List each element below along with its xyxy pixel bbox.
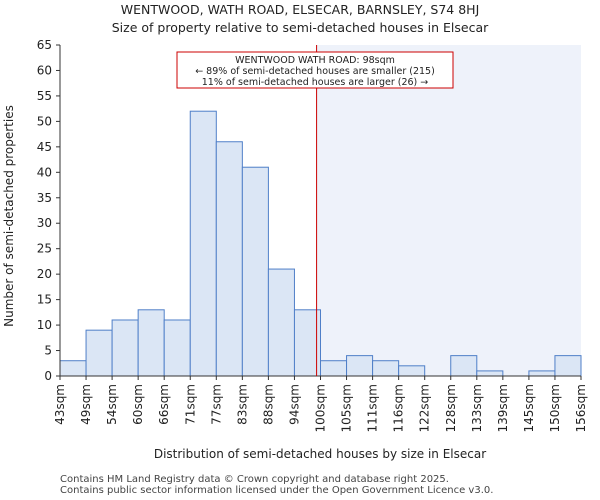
bar-133sqm (476, 370, 504, 377)
x-tick-label: 139sqm (496, 384, 510, 432)
x-tick-label: 105sqm (340, 384, 354, 432)
x-tick-label: 77sqm (209, 384, 223, 425)
x-tick-label: 150sqm (548, 384, 562, 432)
larger-region-shade (316, 45, 581, 376)
x-tick-label: 88sqm (261, 384, 275, 425)
x-tick-label: 49sqm (79, 384, 93, 425)
bar-88sqm (267, 268, 295, 377)
bar-100sqm (320, 360, 348, 377)
x-tick-label: 111sqm (366, 384, 380, 432)
y-tick-label: 10 (37, 318, 52, 332)
y-tick-label: 50 (37, 114, 52, 128)
x-tick-label: 60sqm (131, 384, 145, 425)
bar-111sqm (372, 360, 400, 377)
y-tick-label: 55 (37, 89, 52, 103)
annotation-line: 11% of semi-detached houses are larger (… (202, 77, 429, 88)
y-tick-label: 30 (37, 216, 52, 230)
bar-43sqm (59, 360, 87, 377)
bar-145sqm (528, 370, 556, 377)
x-tick-label: 128sqm (444, 384, 458, 432)
bar-54sqm (111, 319, 139, 377)
bar-128sqm (450, 355, 478, 377)
y-tick-label: 40 (37, 165, 52, 179)
bar-71sqm (189, 110, 217, 377)
y-tick-label: 25 (37, 242, 52, 256)
x-tick-label: 122sqm (418, 384, 432, 432)
x-tick-label: 54sqm (105, 384, 119, 425)
y-tick-label: 20 (37, 267, 52, 281)
annotation-line: WENTWOOD WATH ROAD: 98sqm (235, 55, 395, 66)
annotation-line: ← 89% of semi-detached houses are smalle… (195, 66, 435, 77)
x-tick-label: 133sqm (470, 384, 484, 432)
x-tick-label: 100sqm (314, 384, 328, 432)
bar-83sqm (241, 166, 269, 377)
y-tick-label: 60 (37, 63, 52, 77)
bar-150sqm (554, 355, 582, 377)
y-tick-label: 5 (44, 344, 52, 358)
footer-copyright: Contains HM Land Registry data © Crown c… (60, 474, 449, 485)
bar-60sqm (137, 309, 165, 377)
bar-105sqm (346, 355, 374, 377)
y-tick-label: 65 (37, 38, 52, 52)
y-tick-label: 0 (44, 369, 52, 383)
y-tick-label: 35 (37, 191, 52, 205)
footer-licence: Contains public sector information licen… (60, 485, 494, 496)
annotation-box (176, 51, 454, 89)
y-tick-label: 15 (37, 293, 52, 307)
y-tick-label: 45 (37, 140, 52, 154)
x-tick-label: 145sqm (522, 384, 536, 432)
bar-66sqm (163, 319, 191, 377)
chart-subtitle: Size of property relative to semi-detach… (111, 20, 489, 35)
x-tick-label: 116sqm (392, 384, 406, 432)
y-axis-label: Number of semi-detached properties (2, 105, 16, 327)
x-tick-label: 43sqm (53, 384, 67, 425)
x-tick-label: 83sqm (235, 384, 249, 425)
x-tick-label: 156sqm (574, 384, 588, 432)
bar-77sqm (215, 141, 243, 377)
chart-title: WENTWOOD, WATH ROAD, ELSECAR, BARNSLEY, … (120, 2, 480, 17)
x-tick-label: 94sqm (287, 384, 301, 425)
bar-49sqm (85, 329, 113, 377)
bar-116sqm (398, 365, 426, 377)
x-tick-label: 71sqm (183, 384, 197, 425)
x-tick-label: 66sqm (157, 384, 171, 425)
x-axis-label: Distribution of semi-detached houses by … (154, 447, 486, 461)
